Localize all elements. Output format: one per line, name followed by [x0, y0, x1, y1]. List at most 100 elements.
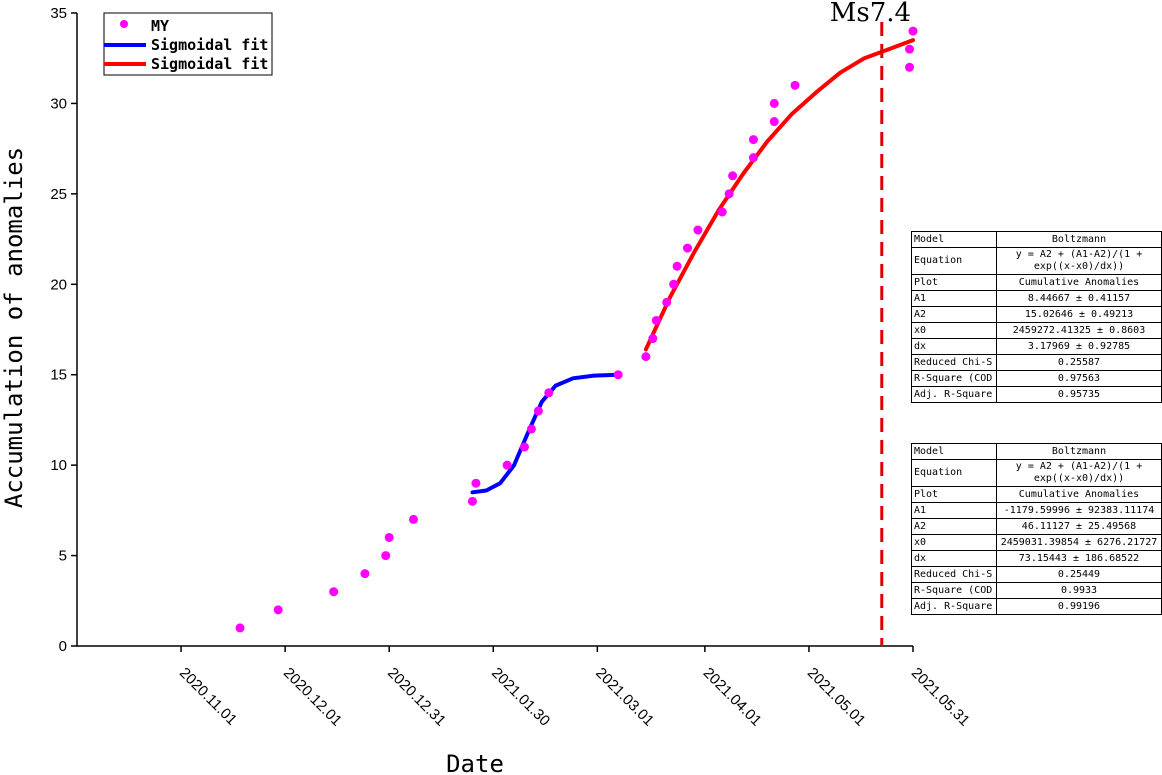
x-tick-label: 2021.05.31 [908, 664, 973, 729]
stats-param-value: 2459031.39854 ± 6276.21727 [996, 534, 1162, 551]
fit-curve-2 [643, 38, 915, 352]
data-point [526, 424, 536, 434]
fit-curve-1 [470, 372, 621, 495]
stats-param-value: 0.25587 [996, 354, 1162, 371]
data-point [533, 406, 543, 416]
stats-param-name: A2 [911, 518, 997, 535]
data-point [519, 442, 529, 452]
stats-param-name: Plot [911, 274, 997, 291]
y-tick-label: 35 [50, 5, 67, 22]
stats-param-value: Cumulative Anomalies [996, 274, 1162, 291]
stats-param-name: Reduced Chi-S [911, 566, 997, 583]
y-tick-label: 10 [50, 457, 67, 474]
data-point [769, 98, 779, 108]
stats-row: A1 8.44667 ± 0.41157 [911, 290, 1162, 307]
stats-param-name: A2 [911, 306, 997, 323]
data-point [329, 587, 339, 597]
y-tick-label: 25 [50, 186, 67, 203]
stats-param-name: A1 [911, 290, 997, 307]
stats-param-name: A1 [911, 502, 997, 519]
data-point [273, 605, 283, 615]
stats-row: Reduced Chi-S 0.25449 [911, 566, 1162, 583]
stats-param-name: Plot [911, 486, 997, 503]
legend-label: Sigmoidal fit [151, 36, 268, 54]
data-point [544, 388, 554, 398]
data-point [648, 334, 658, 344]
x-tick-label: 2021.05.01 [804, 664, 869, 729]
stats-row: A2 46.11127 ± 25.49568 [911, 518, 1162, 535]
data-point [905, 62, 915, 72]
data-point [467, 496, 477, 506]
data-point [769, 117, 779, 127]
stats-param-value: 0.9933 [996, 582, 1162, 599]
x-tick-label: 2021.04.01 [700, 664, 765, 729]
stats-row: Reduced Chi-S 0.25587 [911, 354, 1162, 371]
stats-param-name: Adj. R-Square [911, 598, 997, 615]
data-point [724, 189, 734, 199]
stats-param-value: 15.02646 ± 0.49213 [996, 306, 1162, 323]
stats-param-name: dx [911, 338, 997, 355]
stats-row: R-Square (COD 0.97563 [911, 370, 1162, 387]
stats-param-value: 8.44667 ± 0.41157 [996, 290, 1162, 307]
stats-param-name: Reduced Chi-S [911, 354, 997, 371]
stats-row: R-Square (COD 0.9933 [911, 582, 1162, 599]
stats-param-value: -1179.59996 ± 92383.11174 [996, 502, 1162, 519]
stats-param-name: Equation [911, 247, 997, 275]
x-axis-title: Date [446, 750, 504, 775]
fit-curves [470, 38, 915, 495]
data-point [613, 370, 623, 380]
data-point [672, 261, 682, 271]
stats-param-value: 0.25449 [996, 566, 1162, 583]
stats-row: Adj. R-Square 0.95735 [911, 386, 1162, 403]
data-point [384, 532, 394, 542]
data-point [790, 80, 800, 90]
stats-param-name: R-Square (COD [911, 370, 997, 387]
stats-table-second-fit: Model Boltzmann Equation y = A2 + (A1-A2)/(… [911, 443, 1162, 615]
data-point [669, 279, 679, 289]
stats-row: Equation y = A2 + (A1-A2)/(1 + exp((x-x0)… [911, 459, 1162, 487]
stats-param-name: x0 [911, 534, 997, 551]
stats-param-value: 73.15443 ± 186.68522 [996, 550, 1162, 567]
stats-row: dx 73.15443 ± 186.68522 [911, 550, 1162, 567]
data-point [693, 225, 703, 235]
stats-param-name: Model [911, 443, 997, 460]
data-point [641, 352, 651, 362]
data-point [717, 207, 727, 217]
data-point [408, 514, 418, 524]
stats-param-value: 0.95735 [996, 386, 1162, 403]
stats-row: Equation y = A2 + (A1-A2)/(1 + exp((x-x0)… [911, 247, 1162, 275]
data-point [471, 478, 481, 488]
y-tick-label: 0 [59, 638, 67, 655]
stats-row: Model Boltzmann [911, 231, 1162, 248]
event-marker-label: Ms7.4 [830, 0, 911, 28]
stats-row: Plot Cumulative Anomalies [911, 274, 1162, 291]
stats-param-value: Boltzmann [996, 231, 1162, 248]
stats-row: x0 2459272.41325 ± 0.8603 [911, 322, 1162, 339]
data-point [662, 297, 672, 307]
stats-row: A1 -1179.59996 ± 92383.11174 [911, 502, 1162, 519]
data-point [360, 569, 370, 579]
stats-row: Model Boltzmann [911, 443, 1162, 460]
y-tick-label: 5 [59, 548, 67, 565]
data-point [651, 315, 661, 325]
stats-param-name: Model [911, 231, 997, 248]
stats-row: dx 3.17969 ± 0.92785 [911, 338, 1162, 355]
stats-param-name: Adj. R-Square [911, 386, 997, 403]
data-point [908, 26, 918, 36]
data-point [905, 44, 915, 54]
x-tick-label: 2020.12.31 [384, 664, 449, 729]
data-point [381, 551, 391, 561]
data-points [235, 26, 918, 633]
stats-row: x0 2459031.39854 ± 6276.21727 [911, 534, 1162, 551]
stats-param-name: dx [911, 550, 997, 567]
stats-param-value: 0.99196 [996, 598, 1162, 615]
legend-swatch-point [120, 20, 128, 28]
stats-param-name: R-Square (COD [911, 582, 997, 599]
data-point [502, 460, 512, 470]
y-axis-title: Accumulation of anomalies [0, 147, 28, 508]
stats-param-value: 3.17969 ± 0.92785 [996, 338, 1162, 355]
data-point [728, 171, 738, 181]
stats-row: A2 15.02646 ± 0.49213 [911, 306, 1162, 323]
